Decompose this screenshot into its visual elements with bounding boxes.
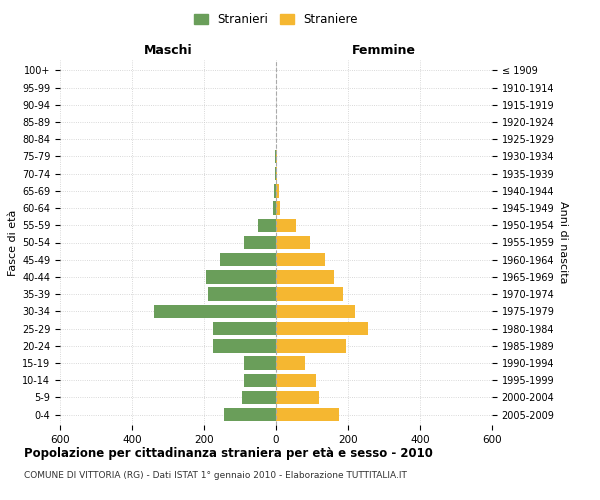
Bar [213, 339, 276, 352]
Bar [242, 390, 276, 404]
Bar [276, 322, 368, 336]
Bar [276, 390, 319, 404]
Bar [276, 408, 339, 422]
Bar [276, 288, 343, 301]
Bar [276, 184, 279, 198]
Bar [213, 322, 276, 336]
Bar [276, 253, 325, 266]
Bar [274, 184, 276, 198]
Text: Femmine: Femmine [352, 44, 416, 57]
Bar [208, 288, 276, 301]
Bar [276, 374, 316, 387]
Bar [154, 304, 276, 318]
Bar [275, 167, 276, 180]
Bar [244, 374, 276, 387]
Bar [258, 218, 276, 232]
Text: Popolazione per cittadinanza straniera per età e sesso - 2010: Popolazione per cittadinanza straniera p… [24, 448, 433, 460]
Bar [276, 356, 305, 370]
Bar [276, 202, 280, 215]
Y-axis label: Anni di nascita: Anni di nascita [559, 201, 568, 284]
Y-axis label: Fasce di età: Fasce di età [8, 210, 18, 276]
Bar [244, 356, 276, 370]
Legend: Stranieri, Straniere: Stranieri, Straniere [189, 8, 363, 31]
Text: Maschi: Maschi [143, 44, 193, 57]
Bar [276, 218, 296, 232]
Bar [275, 150, 276, 163]
Bar [276, 270, 334, 283]
Bar [224, 408, 276, 422]
Bar [276, 304, 355, 318]
Bar [276, 150, 277, 163]
Bar [273, 202, 276, 215]
Bar [276, 339, 346, 352]
Bar [244, 236, 276, 249]
Bar [220, 253, 276, 266]
Bar [276, 167, 277, 180]
Bar [276, 236, 310, 249]
Text: COMUNE DI VITTORIA (RG) - Dati ISTAT 1° gennaio 2010 - Elaborazione TUTTITALIA.I: COMUNE DI VITTORIA (RG) - Dati ISTAT 1° … [24, 471, 407, 480]
Bar [206, 270, 276, 283]
